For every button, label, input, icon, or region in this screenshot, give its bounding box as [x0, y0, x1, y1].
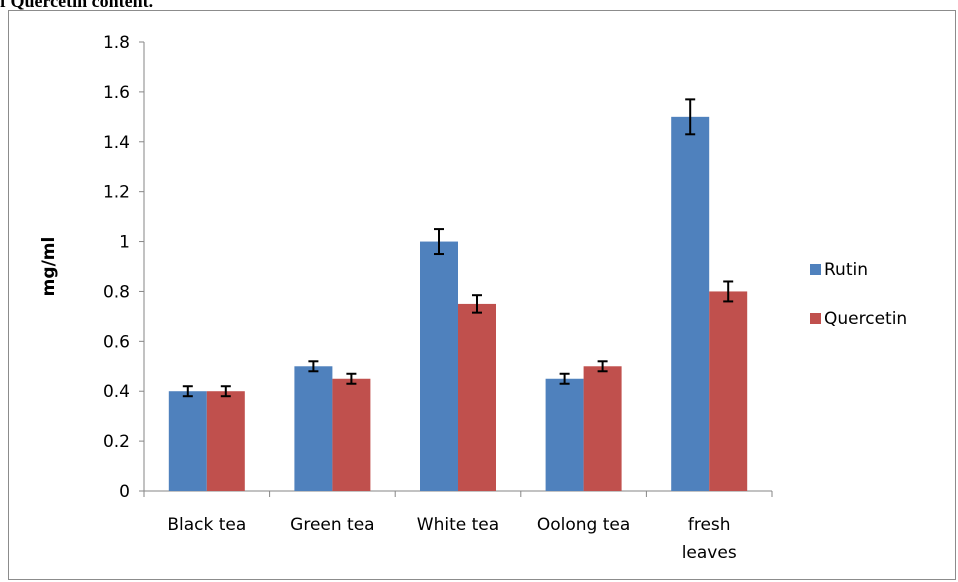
figure-caption: f Quercetin content.	[0, 0, 154, 11]
legend-label-quercetin: Quercetin	[824, 309, 907, 329]
x-category-label: White tea	[417, 515, 499, 535]
x-category-label: Oolong tea	[537, 515, 630, 535]
y-tick-label: 1.2	[103, 183, 130, 203]
bar-quercetin	[458, 303, 496, 491]
bar-quercetin	[206, 391, 245, 491]
y-tick-label: 1.4	[103, 133, 130, 153]
bar-quercetin	[332, 378, 371, 491]
y-tick-label: 0.4	[103, 382, 130, 402]
y-axis-label: mg/ml	[39, 237, 59, 297]
bar-rutin	[168, 391, 207, 491]
x-category-label: Green tea	[290, 515, 374, 535]
bar-rutin	[420, 241, 458, 491]
bar-quercetin	[583, 366, 622, 491]
bar-rutin	[294, 366, 333, 491]
x-category-label: fresh	[688, 515, 731, 535]
bar-rutin	[671, 116, 710, 491]
y-tick-label: 0.8	[103, 282, 130, 302]
y-tick-label: 0.2	[103, 432, 130, 452]
x-category-label: leaves	[682, 543, 737, 563]
legend-swatch-rutin	[810, 264, 821, 275]
legend-swatch-quercetin	[810, 313, 821, 324]
y-tick-label: 1.6	[103, 83, 130, 103]
y-tick-label: 0.6	[103, 332, 130, 352]
y-tick-label: 1	[119, 233, 130, 253]
bar-quercetin	[709, 291, 748, 491]
y-tick-label: 0	[119, 482, 130, 502]
x-category-label: Black tea	[167, 515, 246, 535]
legend-label-rutin: Rutin	[824, 260, 868, 280]
y-tick-label: 1.8	[103, 33, 130, 53]
bar-rutin	[545, 378, 584, 491]
